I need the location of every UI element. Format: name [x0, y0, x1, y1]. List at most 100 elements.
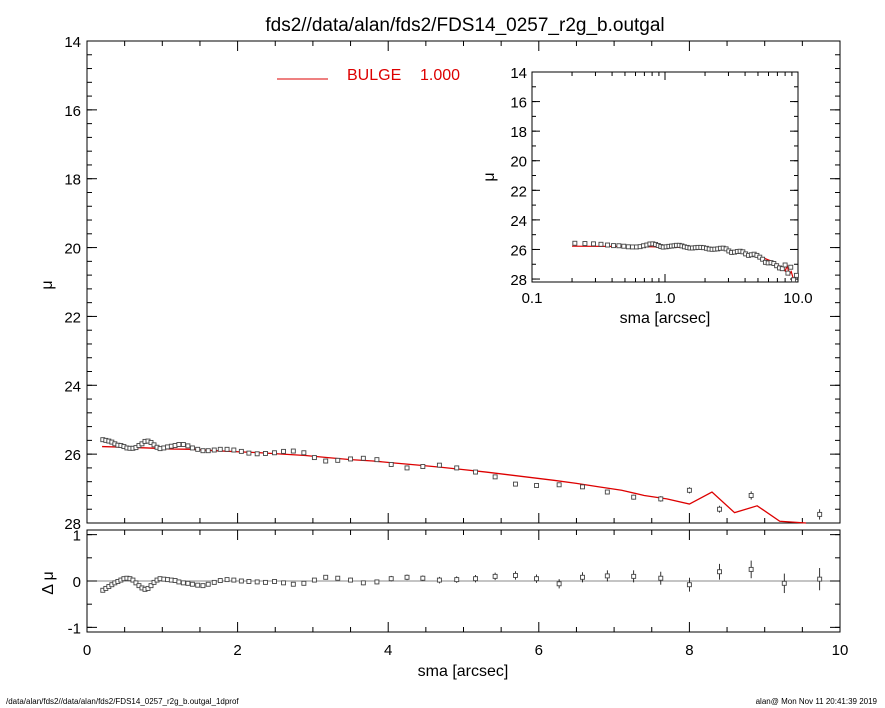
main-y-tick-label: 18	[64, 172, 81, 189]
observed-point	[658, 496, 664, 502]
inset-observed-point	[611, 243, 616, 249]
residual-point	[272, 579, 277, 584]
inset-observed-point	[605, 242, 611, 248]
residual-x-axis-title: sma [arcsec]	[418, 663, 509, 680]
inset-axis-ticks	[531, 71, 799, 282]
residual-point	[133, 580, 139, 586]
legend-value: 1.000	[420, 67, 460, 84]
residual-point	[211, 579, 217, 585]
residual-point	[556, 581, 562, 587]
observed-point	[348, 456, 353, 462]
residual-x-tick-label: 4	[384, 642, 392, 659]
observed-point	[604, 489, 610, 495]
inset-y-tick-label: 16	[510, 95, 527, 112]
inset-profile-series	[572, 240, 799, 283]
inset-observed-point	[616, 243, 622, 249]
observed-point	[556, 482, 562, 488]
inset-y-tick-label: 18	[510, 124, 527, 141]
observed-point	[534, 483, 539, 488]
residual-point	[323, 574, 329, 580]
residual-series	[100, 560, 823, 594]
residual-x-tick-label: 6	[535, 642, 543, 659]
residual-y-tick-labels: 1 0 -1	[68, 528, 81, 638]
inset-observed-point	[760, 256, 766, 262]
bulge-model-series	[102, 445, 807, 524]
residual-y-tick-label: 0	[73, 574, 81, 591]
inset-x-tick-label: 1.0	[655, 290, 676, 307]
residual-x-tick-label: 2	[233, 642, 241, 659]
main-y-tick-labels: 14 16 18 20 22 24 26 28	[64, 34, 81, 533]
observed-point	[200, 448, 206, 454]
legend-label: BULGE	[347, 67, 401, 84]
residual-point	[189, 581, 195, 587]
inset-observed-point	[630, 244, 635, 250]
observed-point	[263, 451, 268, 456]
observed-point	[185, 443, 191, 449]
inset-observed-point	[791, 277, 797, 283]
residual-point	[781, 580, 787, 586]
observed-point	[211, 447, 217, 453]
main-y-tick-label: 26	[64, 447, 81, 464]
inset-y-tick-label: 26	[510, 242, 527, 259]
residual-y-tick-label: 1	[73, 528, 81, 545]
inset-x-axis-title: sma [arcsec]	[620, 310, 711, 327]
residual-point	[231, 577, 237, 583]
residual-point	[360, 580, 366, 586]
residual-point	[246, 579, 252, 584]
residual-point	[454, 577, 460, 583]
residual-point	[717, 569, 722, 575]
observed-point	[195, 446, 201, 452]
inset-x-tick-label: 10.0	[783, 290, 812, 307]
observed-point	[388, 462, 394, 467]
observed-point	[180, 442, 186, 447]
residual-point	[686, 582, 692, 588]
observed-point	[290, 448, 296, 454]
observed-point	[238, 448, 244, 454]
residual-x-tick-label: 0	[83, 642, 91, 659]
residual-x-tick-label: 8	[685, 642, 693, 659]
main-y-tick-label: 16	[64, 103, 81, 120]
observed-point	[748, 493, 754, 498]
inset-observed-point	[621, 243, 627, 249]
inset-y-tick-label: 22	[510, 183, 527, 200]
observed-point	[817, 511, 823, 517]
residual-point	[748, 566, 754, 572]
residual-point	[335, 575, 341, 581]
observed-point	[323, 458, 329, 464]
observed-point	[420, 464, 426, 469]
chart-title: fds2//data/alan/fds2/FDS14_0257_r2g_b.ou…	[265, 15, 664, 36]
main-y-tick-label: 22	[64, 309, 81, 326]
observed-point	[492, 474, 498, 480]
observed-point	[301, 450, 307, 456]
observed-point	[717, 506, 722, 512]
observed-point	[404, 465, 410, 471]
residual-point	[604, 573, 610, 579]
residual-point	[404, 574, 410, 580]
main-y-axis-title: μ	[39, 280, 56, 289]
bulge-model-line	[102, 445, 807, 524]
main-y-tick-label: 14	[64, 34, 81, 51]
residual-point	[176, 579, 182, 585]
observed-point	[436, 462, 442, 468]
inset-observed-point	[793, 272, 799, 278]
observed-point	[205, 448, 211, 454]
residual-point	[374, 579, 380, 585]
observed-point	[374, 457, 380, 463]
residual-point	[492, 573, 498, 579]
residual-point	[130, 577, 136, 583]
observed-point	[580, 484, 585, 490]
residual-point	[263, 579, 268, 585]
residual-point	[185, 580, 191, 586]
residual-point	[205, 581, 211, 587]
observed-point	[631, 494, 637, 500]
residual-point	[301, 580, 307, 586]
residual-point	[195, 582, 201, 588]
main-axis-ticks	[86, 40, 841, 524]
residual-point	[631, 573, 637, 579]
residual-point	[513, 572, 518, 578]
residual-y-axis-title: Δ μ	[40, 571, 57, 594]
residual-point	[580, 574, 585, 580]
inset-x-tick-label: 0.1	[522, 290, 543, 307]
observed-point	[686, 487, 692, 493]
